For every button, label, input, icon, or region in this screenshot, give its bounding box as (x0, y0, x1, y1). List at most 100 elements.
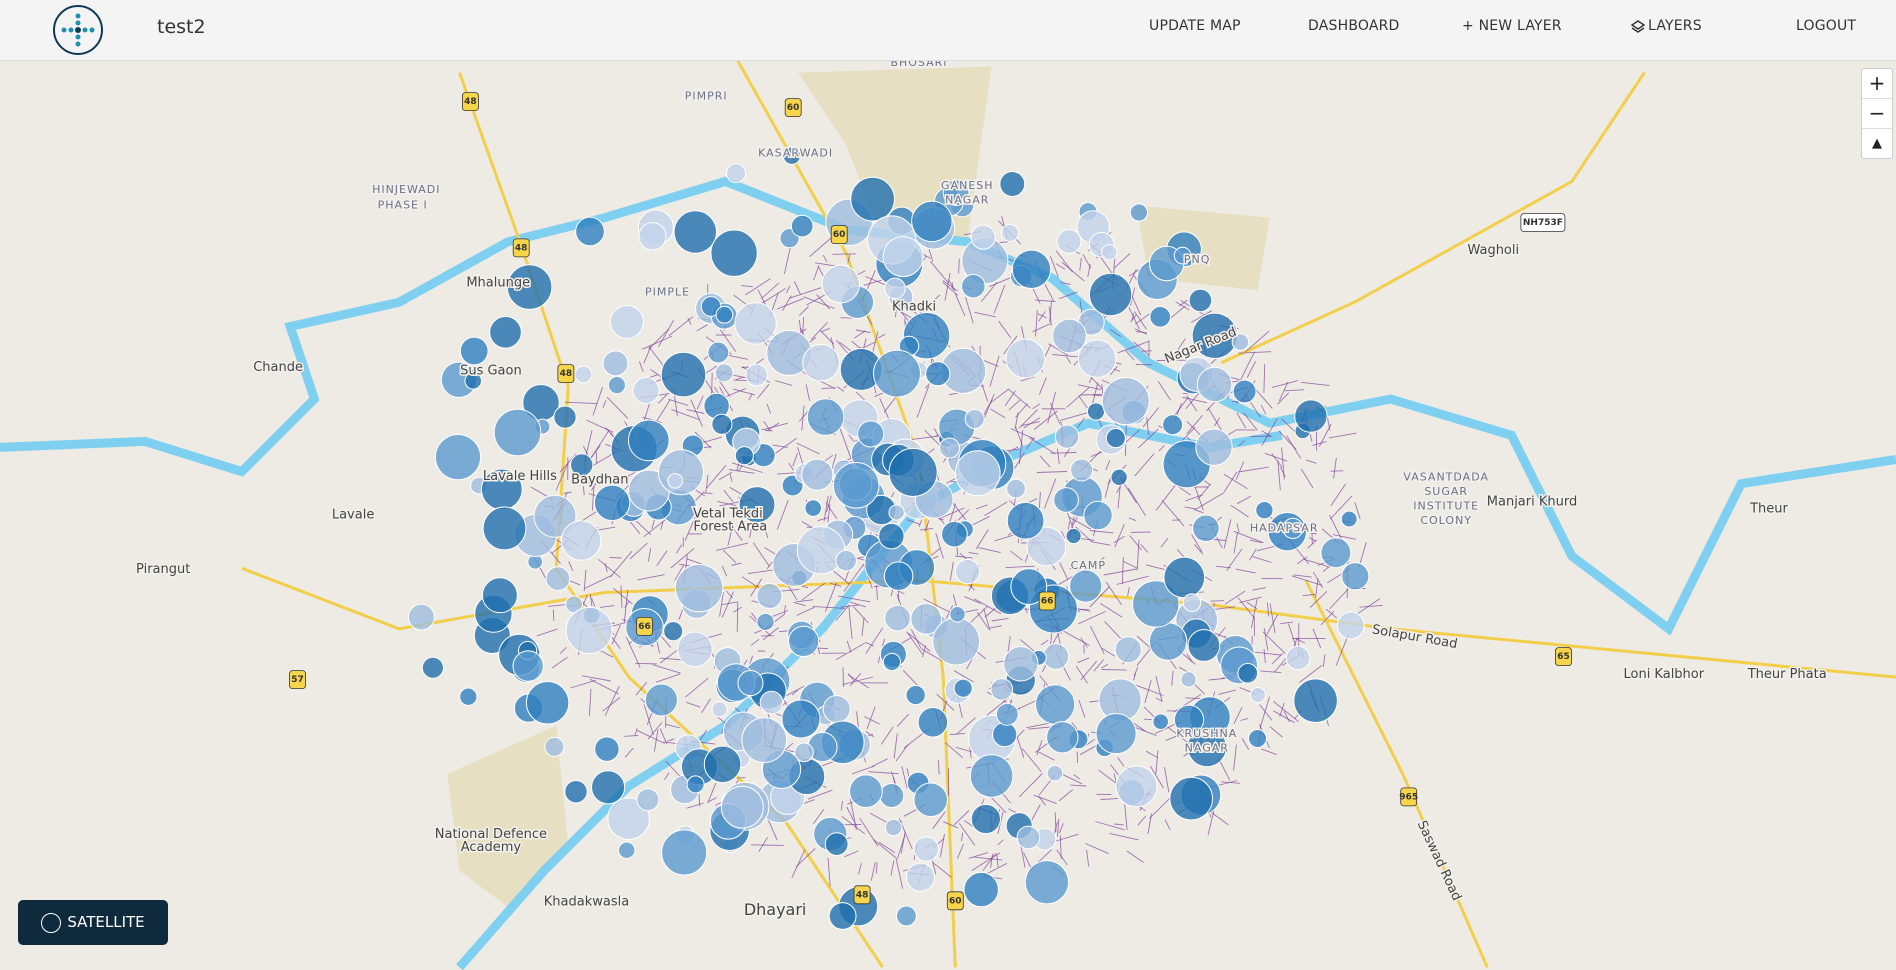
street (807, 789, 833, 800)
road-shield-bg (1520, 213, 1566, 232)
marker (999, 171, 1026, 197)
street (1262, 631, 1286, 654)
street (1038, 377, 1047, 395)
satellite-label: SATELLITE (67, 913, 145, 931)
street (1266, 602, 1270, 617)
marker (607, 376, 626, 395)
marker (1163, 556, 1206, 599)
place-label: NAGAR (945, 194, 989, 207)
street (656, 399, 671, 422)
nav-layers[interactable]: LAYERS (1648, 18, 1702, 34)
marker (1024, 860, 1070, 905)
street (1142, 407, 1160, 428)
marker (828, 902, 857, 930)
street (1056, 849, 1068, 866)
street (1320, 610, 1335, 626)
street (1168, 338, 1186, 363)
street (1161, 500, 1185, 527)
marker (1086, 402, 1106, 421)
street (1224, 590, 1246, 605)
street (793, 601, 806, 607)
street (1185, 494, 1203, 502)
street (813, 808, 825, 825)
nav-dashboard[interactable]: DASHBOARD (1308, 18, 1400, 34)
marker (1188, 288, 1213, 313)
street (1073, 774, 1081, 780)
compass[interactable]: ▲ (1872, 136, 1882, 151)
street (1260, 670, 1282, 674)
marker (593, 484, 631, 521)
street (1082, 254, 1092, 269)
street (821, 387, 836, 389)
nav-logout[interactable]: LOGOUT (1796, 18, 1857, 34)
marker (824, 832, 849, 856)
street (750, 844, 784, 846)
street (965, 297, 974, 324)
marker (835, 549, 858, 572)
street (1145, 750, 1158, 758)
street (1101, 669, 1127, 671)
marker (459, 336, 489, 366)
street (1101, 384, 1104, 395)
street (969, 746, 972, 759)
marker (1148, 622, 1188, 661)
street (839, 341, 853, 353)
street (1075, 608, 1090, 611)
nav-new-layer[interactable]: + NEW LAYER (1462, 18, 1562, 34)
street (721, 591, 735, 618)
street (791, 689, 798, 696)
nav-update-map[interactable]: UPDATE MAP (1149, 18, 1241, 34)
marker (1173, 246, 1192, 265)
street (1113, 823, 1124, 826)
place-label: Pirangut (136, 562, 190, 577)
satellite-button[interactable]: SATELLITE (18, 900, 168, 945)
street (1246, 601, 1258, 610)
street (1059, 835, 1062, 859)
street (1103, 568, 1137, 576)
street (563, 491, 572, 494)
street (1176, 549, 1185, 559)
street (1280, 467, 1286, 477)
marker (493, 408, 542, 457)
street (1259, 704, 1273, 721)
street (1078, 395, 1088, 409)
street (1038, 751, 1055, 761)
place-label: Vetal Tekdi (693, 506, 763, 521)
marker (1237, 662, 1259, 684)
road-shield-bg (636, 617, 653, 636)
street (953, 670, 974, 683)
street (944, 742, 963, 759)
zoom-in[interactable]: + (1862, 69, 1892, 99)
map[interactable]: BHOSARI PIMPRI KASARWADI HINJEWADI PHASE I Mh… (0, 60, 1896, 970)
street (737, 777, 746, 779)
marker (481, 577, 518, 614)
place-label: KASARWADI (758, 147, 833, 160)
street (840, 604, 860, 608)
street (939, 833, 945, 858)
street (1291, 575, 1323, 586)
street (701, 698, 711, 714)
zoom-out[interactable]: − (1862, 99, 1892, 129)
road-shield: 60 (833, 230, 846, 240)
street (789, 287, 822, 299)
marker (961, 273, 986, 299)
street (1246, 360, 1257, 378)
street (620, 585, 623, 609)
marker (1187, 629, 1221, 662)
street (1193, 509, 1204, 514)
street (906, 519, 921, 526)
marker (954, 558, 981, 585)
street (811, 322, 828, 340)
logo[interactable] (53, 5, 103, 55)
street (975, 504, 988, 510)
marker (1340, 510, 1358, 528)
marker (1249, 687, 1266, 704)
street (583, 569, 587, 592)
street (816, 294, 831, 310)
street (849, 673, 862, 687)
marker (1065, 527, 1082, 545)
street (1078, 700, 1086, 718)
street (1039, 455, 1051, 468)
street (875, 584, 878, 600)
street (791, 849, 806, 879)
